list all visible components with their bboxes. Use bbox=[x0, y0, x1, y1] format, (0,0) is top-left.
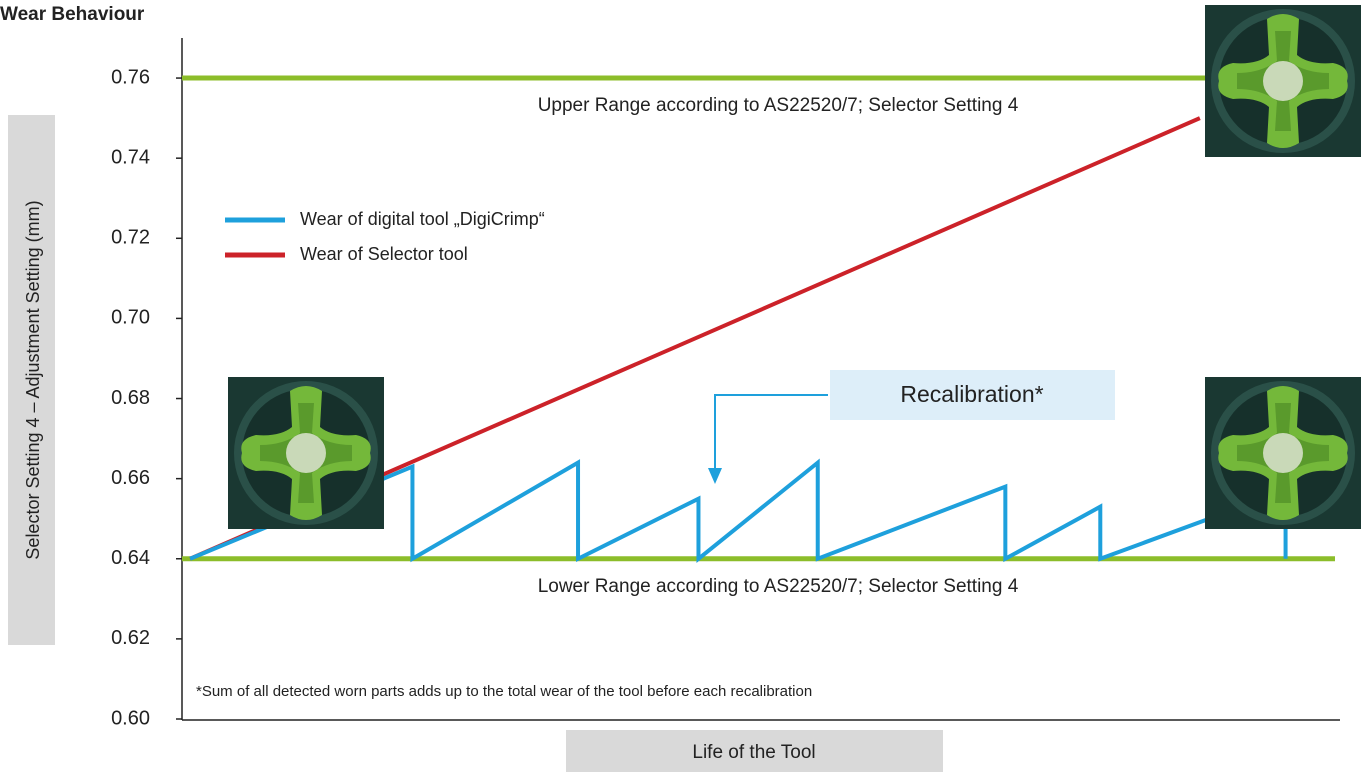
crimp-photo bbox=[1205, 5, 1361, 157]
y-tick-label: 0.72 bbox=[111, 227, 150, 249]
callout: Recalibration* bbox=[708, 370, 1115, 484]
chart-title: Wear Behaviour bbox=[0, 4, 145, 25]
y-tick-label: 0.76 bbox=[111, 66, 150, 88]
callout-text: Recalibration* bbox=[900, 381, 1043, 407]
y-tick-label: 0.66 bbox=[111, 467, 150, 489]
crimp-photo bbox=[228, 377, 384, 529]
y-tick-label: 0.74 bbox=[111, 146, 150, 168]
callout-arrow bbox=[714, 394, 828, 470]
y-tick-label: 0.62 bbox=[111, 627, 150, 649]
arrow-head bbox=[708, 468, 722, 484]
legend-label: Wear of Selector tool bbox=[300, 244, 468, 264]
crimp-photo bbox=[1205, 377, 1361, 529]
y-tick-label: 0.70 bbox=[111, 307, 150, 329]
plot-area: 0.60 0.62 0.64 0.66 0.68 0.70 0.72 0.74 0.76 Uppe… bbox=[111, 38, 1340, 729]
reference-label: Lower Range according to AS22520/7; Sele… bbox=[538, 576, 1019, 597]
reference-label: Upper Range according to AS22520/7; Sele… bbox=[538, 95, 1019, 116]
legend-label: Wear of digital tool „DigiCrimp“ bbox=[300, 209, 545, 229]
series-line bbox=[189, 458, 1288, 563]
x-axis-label: Life of the Tool bbox=[692, 742, 815, 763]
photos bbox=[228, 5, 1361, 529]
callout-box bbox=[830, 370, 1115, 420]
x-label-box bbox=[566, 730, 943, 772]
y-tick-label: 0.64 bbox=[111, 547, 150, 569]
y-tick-label: 0.60 bbox=[111, 707, 150, 729]
footnote: *Sum of all detected worn parts adds up … bbox=[196, 683, 812, 700]
y-label-box bbox=[8, 115, 55, 645]
y-tick-label: 0.68 bbox=[111, 387, 150, 409]
y-axis-label: Selector Setting 4 – Adjustment Setting … bbox=[23, 200, 43, 559]
